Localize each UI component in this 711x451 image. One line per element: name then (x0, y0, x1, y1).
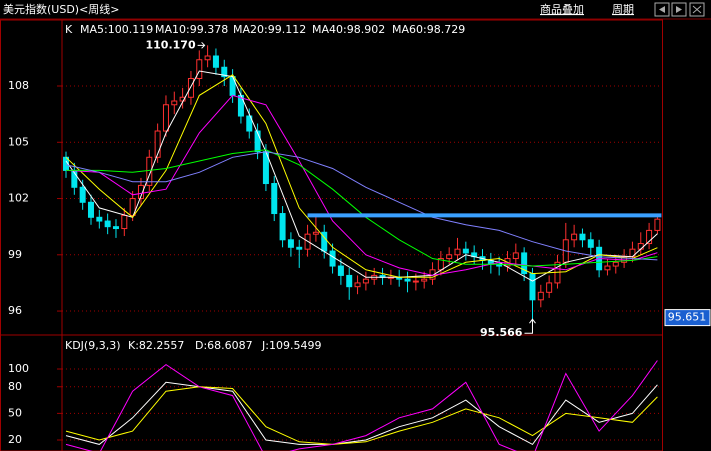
candle-body (121, 214, 128, 230)
candle-body (279, 213, 286, 241)
candle-body (287, 239, 294, 248)
prev-button[interactable] (654, 2, 670, 17)
close-icon (692, 5, 702, 14)
prev-icon (659, 6, 665, 13)
candle-body (604, 265, 611, 271)
candle-body (512, 252, 519, 260)
candle-body (337, 265, 344, 276)
candle-body (329, 250, 336, 267)
candle-body (246, 115, 253, 132)
legend-entry: MA20:99.112 (233, 23, 306, 36)
period-button[interactable]: 周期 (612, 3, 634, 16)
y-tick-label: 102 (8, 192, 29, 205)
y-tick-label: 100 (8, 362, 29, 375)
price-box (664, 309, 711, 327)
candle-body (96, 216, 103, 222)
candle-body (87, 201, 94, 218)
candle-body (462, 248, 469, 254)
candle-body (254, 130, 261, 153)
candle-body (212, 55, 219, 68)
candle-body (646, 229, 653, 245)
candle-body (162, 104, 169, 132)
candle-body (587, 239, 594, 248)
candle-body (187, 78, 194, 98)
y-tick-label: 96 (8, 304, 22, 317)
legend-entry: K:82.2557 (128, 339, 184, 352)
series-line (65, 74, 658, 278)
candle-body (521, 252, 528, 275)
legend-entry: MA40:98.902 (312, 23, 385, 36)
candle-body (404, 278, 411, 282)
candle-body (196, 59, 203, 80)
y-tick-label: 80 (8, 380, 22, 393)
y-tick-label: 108 (8, 79, 29, 92)
legend-entry: MA10:99.378 (155, 23, 228, 36)
next-button[interactable] (671, 2, 687, 17)
candle-body (412, 280, 419, 283)
annotation-label: 110.170 (146, 38, 196, 51)
series-line (65, 70, 658, 282)
y-tick-label: 99 (8, 248, 22, 261)
y-tick-label: 105 (8, 135, 29, 148)
candle-body (296, 246, 303, 250)
annotation-arrow (197, 41, 206, 49)
candle-body (362, 278, 369, 284)
candle-body (312, 231, 319, 235)
candle-body (346, 274, 353, 288)
candle-body (579, 233, 586, 241)
legend-entry: MA5:100.119 (80, 23, 153, 36)
candle-body (137, 184, 144, 200)
candle-body (637, 243, 644, 250)
overlay-button[interactable]: 商品叠加 (540, 2, 584, 16)
candle-body (154, 130, 161, 158)
candle-body (454, 248, 461, 256)
next-icon (676, 6, 682, 13)
close-button[interactable] (689, 2, 705, 17)
series-line (65, 151, 658, 261)
panel-label: KDJ(9,3,3) (65, 339, 121, 352)
candle-body (446, 254, 453, 260)
candle-body (546, 282, 553, 293)
panel-label: K (65, 23, 73, 36)
frame (0, 19, 663, 451)
candle-body (529, 273, 536, 301)
series-line (65, 360, 658, 451)
candle-body (171, 100, 178, 106)
header-bar (0, 0, 711, 19)
candle-body (221, 66, 228, 78)
price-box-label: 95.651 (668, 311, 707, 324)
annotation-arrow (524, 318, 536, 334)
y-tick-label: 50 (8, 406, 22, 419)
candle-body (112, 226, 119, 230)
candle-body (421, 278, 428, 282)
chart-title: 美元指数(USD)<周线> (3, 2, 120, 16)
candle-body (204, 55, 211, 61)
legend-entry: D:68.6087 (195, 339, 253, 352)
candle-body (271, 183, 278, 215)
legend-entry: J:109.5499 (261, 339, 321, 352)
candle-body (537, 291, 544, 301)
series-line (65, 386, 658, 445)
legend-entry: MA60:98.729 (392, 23, 465, 36)
series-line (65, 94, 658, 276)
candle-body (146, 156, 153, 186)
candle-body (129, 198, 136, 216)
candle-body (79, 186, 86, 203)
series-line (65, 381, 658, 446)
candle-body (654, 218, 661, 231)
candle-body (354, 282, 361, 288)
y-tick-label: 20 (8, 433, 22, 446)
candle-body (612, 261, 619, 267)
candle-body (571, 233, 578, 241)
candle-body (104, 220, 111, 228)
annotation-label: 95.566 (480, 326, 523, 339)
